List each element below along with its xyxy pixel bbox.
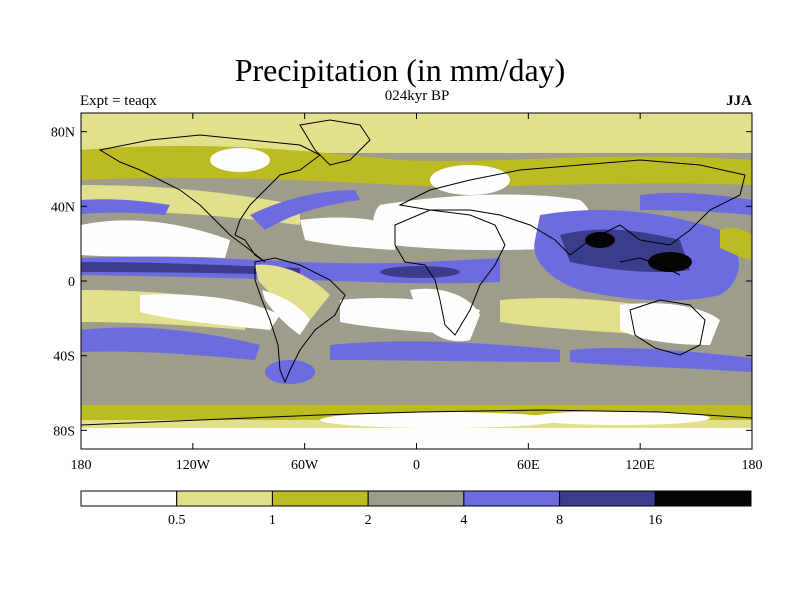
plot-title: Precipitation (in mm/day) bbox=[234, 52, 566, 88]
north-america-outline bbox=[98, 134, 321, 263]
colorbar-label: 1 bbox=[269, 513, 276, 528]
maritime-continent-outline bbox=[619, 257, 681, 276]
precipitation-field bbox=[81, 113, 752, 449]
season-label: JJA bbox=[726, 93, 752, 109]
colorbar-label: 4 bbox=[460, 513, 467, 528]
lat-tick-label: 40N bbox=[51, 200, 75, 215]
colorbar-label: 16 bbox=[648, 513, 662, 528]
greenland-outline bbox=[299, 119, 371, 166]
lon-tick-label: 120W bbox=[176, 458, 211, 473]
experiment-label: Expt = teaqx bbox=[80, 93, 157, 109]
antarctica-outline bbox=[81, 409, 752, 426]
australia-outline bbox=[629, 299, 706, 356]
lat-tick-label: 0 bbox=[68, 275, 75, 290]
lon-axis: 180 120W 60W 0 60E 120E 180 bbox=[71, 113, 763, 473]
lon-tick-label: 180 bbox=[71, 458, 92, 473]
colorbar-swatch bbox=[271, 490, 369, 507]
colorbar-label: 2 bbox=[365, 513, 372, 528]
lat-tick-label: 80N bbox=[51, 126, 75, 141]
colorbar-label: 8 bbox=[556, 513, 563, 528]
lon-tick-label: 60E bbox=[517, 458, 540, 473]
colorbar-swatch bbox=[463, 490, 561, 507]
lat-tick-label: 40S bbox=[53, 350, 75, 365]
colorbar: 0.5 1 2 4 8 16 bbox=[80, 490, 752, 528]
coastlines bbox=[81, 119, 752, 426]
eurasia-outline bbox=[398, 159, 746, 256]
lon-tick-label: 180 bbox=[742, 458, 763, 473]
colorbar-swatch bbox=[80, 490, 178, 507]
lon-tick-label: 120E bbox=[625, 458, 655, 473]
colorbar-swatch bbox=[176, 490, 273, 507]
lon-tick-label: 0 bbox=[413, 458, 420, 473]
africa-outline bbox=[394, 209, 506, 336]
colorbar-swatch bbox=[654, 490, 752, 507]
lon-tick-label: 60W bbox=[291, 458, 319, 473]
colorbar-swatch bbox=[559, 490, 656, 507]
colorbar-swatch bbox=[367, 490, 465, 507]
south-america-outline bbox=[254, 257, 346, 384]
lat-axis: 80N 40N 0 40S 80S bbox=[51, 126, 752, 439]
lat-tick-label: 80S bbox=[53, 424, 75, 439]
period-label: 024kyr BP bbox=[384, 88, 450, 104]
colorbar-label: 0.5 bbox=[168, 513, 186, 528]
